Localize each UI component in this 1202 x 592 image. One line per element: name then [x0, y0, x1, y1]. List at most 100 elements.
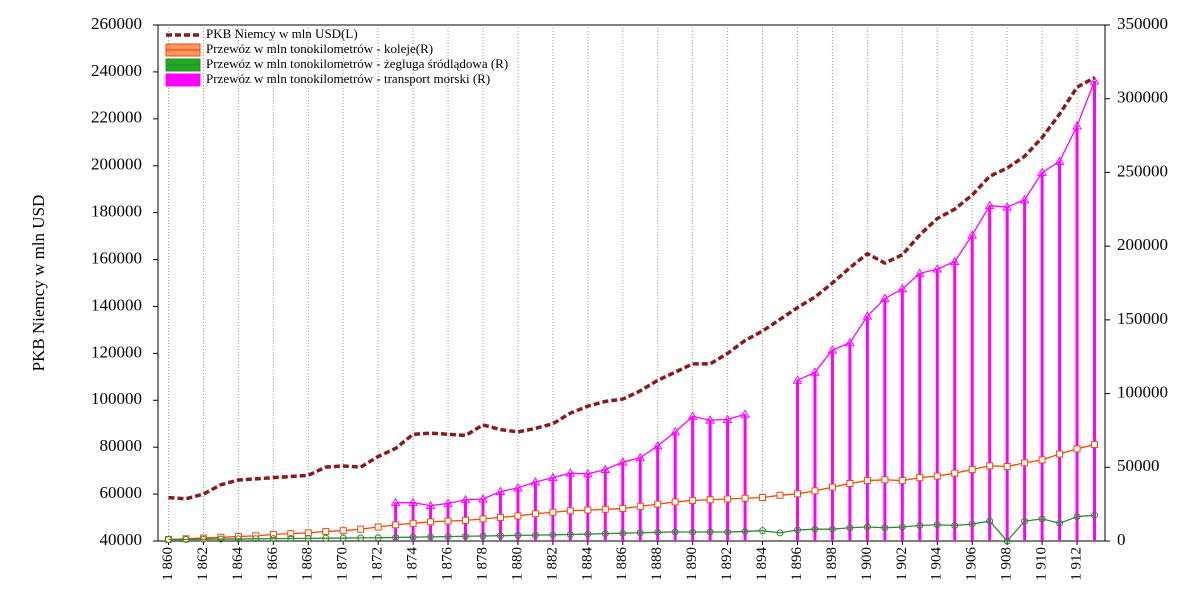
x-tick-label: 1 880 [509, 547, 525, 581]
marker [217, 535, 225, 543]
marker [933, 521, 941, 529]
marker [863, 523, 871, 531]
marker [425, 500, 436, 510]
marker [565, 468, 576, 477]
marker [652, 440, 663, 450]
marker [1003, 537, 1011, 545]
marker [914, 268, 925, 277]
legend-label: Przewóz w mln tonokilometrów - transport… [206, 71, 490, 86]
x-tick-label: 1 878 [474, 547, 490, 581]
marker [792, 375, 803, 384]
marker [409, 533, 417, 541]
marker [1003, 463, 1011, 471]
marker [793, 526, 801, 534]
marker [968, 465, 976, 473]
marker [427, 518, 435, 526]
marker [846, 480, 854, 488]
marker [287, 534, 295, 542]
marker [635, 452, 646, 462]
marker [898, 477, 906, 485]
marker [1073, 445, 1081, 453]
marker [1056, 450, 1064, 458]
marker [548, 472, 558, 482]
marker [566, 507, 574, 515]
x-tick-label: 1 874 [405, 547, 421, 581]
marker [530, 477, 541, 486]
marker [759, 494, 767, 502]
x-tick-label: 1 904 [929, 547, 945, 581]
marker [811, 525, 819, 533]
y2-tick-label: 150000 [1117, 309, 1168, 328]
marker [182, 536, 190, 544]
marker [741, 527, 749, 535]
marker [566, 531, 574, 539]
legend-label: PKB Niemcy w mln USD(L) [206, 26, 358, 41]
marker [479, 515, 487, 523]
marker [879, 293, 890, 302]
marker [549, 531, 557, 539]
y-tick-label: 120000 [91, 342, 142, 361]
x-tick-label: 1 886 [614, 547, 630, 581]
marker [357, 525, 365, 533]
marker [601, 505, 609, 513]
marker [462, 532, 470, 540]
x-tick-label: 1 870 [335, 547, 351, 581]
marker [951, 469, 959, 477]
marker [462, 516, 470, 524]
y-tick-label: 100000 [91, 389, 142, 408]
marker [1056, 519, 1064, 527]
marker [689, 528, 697, 536]
marker [531, 510, 539, 518]
marker [252, 535, 260, 543]
x-tick-label: 1 890 [684, 547, 700, 581]
marker [671, 528, 679, 536]
marker [654, 528, 662, 536]
marker [793, 490, 801, 498]
x-tick-label: 1 888 [649, 547, 665, 581]
marker [1021, 517, 1029, 525]
marker [1054, 156, 1065, 165]
marker [619, 505, 627, 513]
marker [478, 493, 488, 503]
marker [374, 523, 382, 531]
x-tick-label: 1 902 [894, 547, 910, 581]
marker [898, 523, 906, 531]
marker [269, 530, 277, 538]
marker [304, 534, 312, 542]
marker [706, 496, 714, 504]
marker [1021, 459, 1029, 467]
marker [514, 512, 522, 520]
marker [689, 496, 697, 504]
marker [845, 337, 855, 347]
x-tick-label: 1 864 [230, 547, 246, 581]
x-tick-label: 1 912 [1068, 547, 1084, 581]
marker [304, 529, 312, 537]
marker [444, 517, 452, 525]
marker [531, 531, 539, 539]
x-tick-label: 1 876 [439, 547, 455, 581]
series-line [168, 76, 1096, 501]
y2-tick-label: 300000 [1117, 88, 1168, 107]
y2-tick-label: 250000 [1117, 161, 1168, 180]
marker [706, 528, 714, 536]
marker [339, 534, 347, 542]
marker [584, 506, 592, 514]
marker [549, 508, 557, 516]
x-tick-label: 1 892 [719, 547, 735, 581]
marker [846, 524, 854, 532]
marker [986, 517, 994, 525]
marker [1019, 194, 1030, 204]
marker [933, 472, 941, 480]
marker [810, 367, 820, 376]
y2-tick-label: 50000 [1117, 456, 1160, 475]
x-tick-label: 1 868 [300, 547, 316, 581]
x-tick-label: 1 910 [1034, 547, 1050, 581]
marker [916, 522, 924, 530]
series [168, 76, 1096, 501]
marker [1038, 456, 1046, 464]
marker [654, 500, 662, 508]
marker [514, 531, 522, 539]
marker [740, 409, 750, 418]
legend-label: Przewóz w mln tonokilometrów - żegluga ś… [206, 56, 508, 71]
